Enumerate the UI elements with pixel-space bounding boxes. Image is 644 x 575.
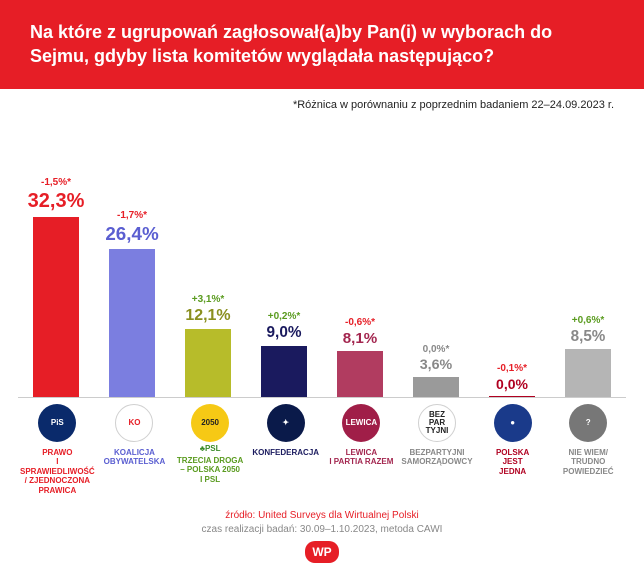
value-label: 8,5% [571, 328, 606, 345]
bar [337, 351, 383, 396]
party-name: POLSKA JEST JEDNA [496, 448, 529, 477]
bar [413, 377, 459, 397]
header: Na które z ugrupowań zagłosował(a)by Pan… [0, 0, 644, 89]
bar [109, 249, 155, 396]
value-label: 32,3% [28, 190, 85, 213]
title: Na które z ugrupowań zagłosował(a)by Pan… [30, 20, 614, 69]
bar [261, 346, 307, 396]
label-column: ✦ KONFEDERACJA [248, 404, 324, 496]
value-label: 3,6% [420, 357, 452, 373]
party-name: NIE WIEM/ TRUDNO POWIEDZIEĆ [563, 448, 614, 477]
footer-source: źródło: United Surveys dla Wirtualnej Po… [0, 510, 644, 521]
party-name: KOALICJA OBYWATELSKA [104, 448, 166, 467]
diff-label: -0,1%* [497, 363, 527, 374]
chart-column: -1,7%* 26,4% [94, 210, 170, 396]
diff-label: +0,6%* [572, 315, 605, 326]
value-label: 26,4% [105, 223, 158, 245]
bar [33, 217, 79, 397]
diff-label: -1,7%* [117, 210, 147, 221]
footer: źródło: United Surveys dla Wirtualnej Po… [0, 510, 644, 563]
party-logo: BEZ PAR TYJNI [418, 404, 456, 442]
value-label: 8,1% [343, 330, 378, 347]
chart-column: +3,1%* 12,1% [170, 294, 246, 396]
party-name: LEWICA I PARTIA RAZEM [329, 448, 393, 467]
chart-column: -0,6%* 8,1% [322, 317, 398, 396]
party-name: KONFEDERACJA [252, 448, 319, 458]
brand-logo: WP [305, 541, 339, 563]
chart-column: +0,2%* 9,0% [246, 311, 322, 396]
party-logo: KO [115, 404, 153, 442]
party-name: PRAWO I SPRAWIEDLIWOŚĆ / ZJEDNOCZONA PRA… [20, 448, 95, 496]
bar-chart: -1,5%* 32,3% -1,7%* 26,4% +3,1%* 12,1% +0,2%* 9… [0, 117, 644, 397]
extra-label: ♣PSL [200, 444, 221, 453]
party-logo: PiS [38, 404, 76, 442]
party-logo: ? [569, 404, 607, 442]
diff-label: -0,6%* [345, 317, 375, 328]
label-column: ? NIE WIEM/ TRUDNO POWIEDZIEĆ [550, 404, 626, 496]
chart-column: 0,0%* 3,6% [398, 344, 474, 397]
chart-column: +0,6%* 8,5% [550, 315, 626, 396]
chart-column: -0,1%* 0,0% [474, 363, 550, 397]
party-logo: 2050 [191, 404, 229, 442]
label-column: PiS PRAWO I SPRAWIEDLIWOŚĆ / ZJEDNOCZONA … [18, 404, 97, 496]
bar [489, 396, 535, 397]
label-column: 2050 ♣PSL TRZECIA DROGA – POLSKA 2050 I PS… [172, 404, 248, 496]
party-logo: ✦ [267, 404, 305, 442]
party-name: BEZPARTYJNI SAMORZĄDOWCY [401, 448, 472, 467]
bar [565, 349, 611, 396]
label-column: KO KOALICJA OBYWATELSKA [97, 404, 173, 496]
party-logo: ● [494, 404, 532, 442]
subtitle: *Różnica w porównaniu z poprzednim badan… [0, 89, 644, 117]
label-column: ● POLSKA JEST JEDNA [475, 404, 551, 496]
label-column: LEWICA LEWICA I PARTIA RAZEM [324, 404, 400, 496]
value-label: 0,0% [496, 376, 528, 392]
value-label: 9,0% [267, 324, 302, 342]
footer-method: czas realizacji badań: 30.09–1.10.2023, … [0, 524, 644, 535]
diff-label: +3,1%* [192, 294, 225, 305]
diff-label: -1,5%* [41, 177, 71, 188]
diff-label: +0,2%* [268, 311, 301, 322]
diff-label: 0,0%* [423, 344, 450, 355]
chart-column: -1,5%* 32,3% [18, 177, 94, 397]
bar [185, 329, 231, 396]
label-column: BEZ PAR TYJNI BEZPARTYJNI SAMORZĄDOWCY [399, 404, 475, 496]
party-logo: LEWICA [342, 404, 380, 442]
party-name: TRZECIA DROGA – POLSKA 2050 I PSL [177, 456, 243, 485]
party-labels-row: PiS PRAWO I SPRAWIEDLIWOŚĆ / ZJEDNOCZONA … [0, 398, 644, 496]
value-label: 12,1% [185, 307, 230, 325]
